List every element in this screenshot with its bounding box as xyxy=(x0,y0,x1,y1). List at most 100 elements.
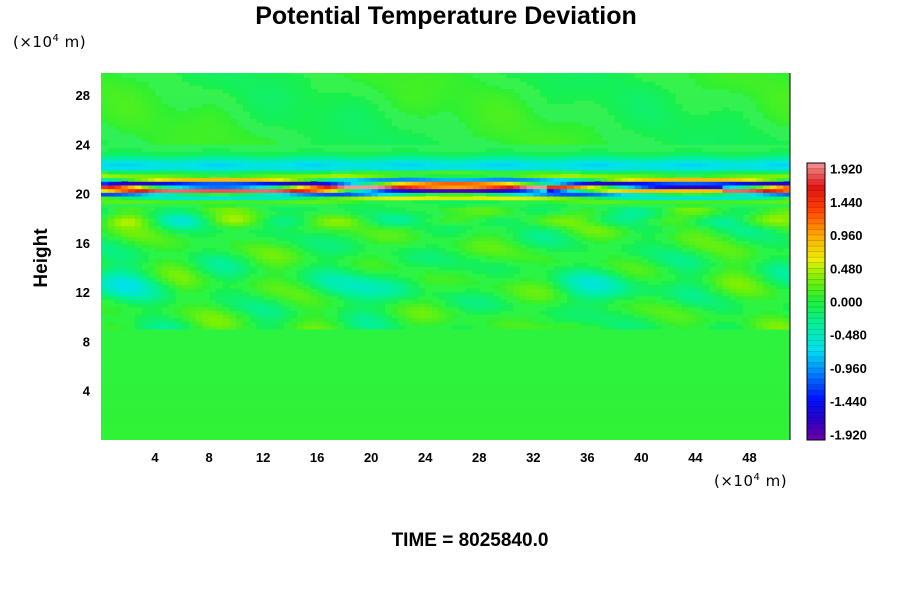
heatmap-cell xyxy=(377,162,386,167)
heatmap-cell xyxy=(283,92,291,97)
heatmap-cell xyxy=(526,140,534,145)
heatmap-cell xyxy=(708,133,717,138)
heatmap-cell xyxy=(114,111,122,116)
heatmap-cell xyxy=(188,173,196,179)
heatmap-cell xyxy=(148,100,156,105)
heatmap-cell xyxy=(513,103,521,108)
heatmap-cell xyxy=(546,277,554,282)
heatmap-cell xyxy=(621,114,629,119)
heatmap-cell xyxy=(269,151,278,156)
heatmap-cell xyxy=(431,185,440,190)
heatmap-cell xyxy=(425,273,433,278)
heatmap-cell xyxy=(344,225,352,230)
heatmap-cell xyxy=(168,122,176,127)
heatmap-cell xyxy=(756,214,764,219)
heatmap-cell xyxy=(317,173,325,179)
heatmap-cell xyxy=(675,321,683,326)
heatmap-cell xyxy=(486,114,494,119)
heatmap-cell xyxy=(668,318,676,323)
heatmap-cell xyxy=(175,318,183,323)
heatmap-cell xyxy=(310,114,318,119)
heatmap-cell xyxy=(236,214,244,219)
heatmap-cell xyxy=(161,118,169,123)
heatmap-cell xyxy=(411,181,419,186)
heatmap-cell xyxy=(384,318,392,323)
heatmap-cell xyxy=(236,277,244,282)
heatmap-cell xyxy=(472,233,480,238)
heatmap-cell xyxy=(607,196,615,201)
heatmap-cell xyxy=(398,148,406,153)
heatmap-cell xyxy=(648,207,656,212)
heatmap-cell xyxy=(567,218,575,223)
heatmap-cell xyxy=(236,207,244,212)
heatmap-cell xyxy=(445,192,453,197)
heatmap-cell xyxy=(242,155,250,160)
heatmap-cell xyxy=(648,225,656,230)
heatmap-cell xyxy=(587,270,595,275)
heatmap-cell xyxy=(621,103,629,108)
heatmap-cell xyxy=(371,218,379,223)
heatmap-cell xyxy=(330,247,338,252)
heatmap-cell xyxy=(276,96,284,101)
heatmap-cell xyxy=(155,247,163,252)
heatmap-cell xyxy=(668,306,676,312)
heatmap-cell xyxy=(607,170,615,175)
heatmap-cell xyxy=(175,207,183,212)
heatmap-cell xyxy=(668,321,676,326)
heatmap-cell xyxy=(506,166,514,171)
heatmap-cell xyxy=(567,181,575,186)
heatmap-cell xyxy=(209,210,217,216)
heatmap-cell xyxy=(371,318,379,323)
heatmap-cell xyxy=(391,151,399,156)
heatmap-cell xyxy=(364,266,372,271)
heatmap-cell xyxy=(229,273,237,278)
heatmap-cell xyxy=(242,92,250,97)
heatmap-cell xyxy=(594,225,602,230)
heatmap-cell xyxy=(540,288,548,293)
heatmap-cell xyxy=(668,214,676,219)
heatmap-cell xyxy=(452,233,460,238)
heatmap-cell xyxy=(594,288,602,293)
heatmap-cell xyxy=(729,111,737,116)
heatmap-cell xyxy=(769,185,777,190)
heatmap-cell xyxy=(337,100,345,105)
heatmap-cell xyxy=(445,173,453,179)
heatmap-cell xyxy=(188,162,196,167)
heatmap-cell xyxy=(256,318,264,323)
heatmap-cell xyxy=(276,222,284,227)
heatmap-cell xyxy=(560,100,568,105)
heatmap-cell xyxy=(634,318,642,323)
heatmap-cell xyxy=(729,277,737,282)
heatmap-cell xyxy=(107,196,115,201)
heatmap-cell xyxy=(573,188,581,193)
heatmap-cell xyxy=(404,140,413,145)
heatmap-cell xyxy=(202,218,210,223)
heatmap-cell xyxy=(675,111,683,116)
heatmap-cell xyxy=(519,125,527,131)
heatmap-cell xyxy=(357,233,365,238)
heatmap-cell xyxy=(735,185,744,190)
heatmap-cell xyxy=(742,196,750,201)
heatmap-cell xyxy=(290,225,298,230)
heatmap-cell xyxy=(317,129,325,134)
heatmap-cell xyxy=(627,173,636,179)
heatmap-cell xyxy=(553,295,561,300)
heatmap-cell xyxy=(675,262,683,267)
heatmap-cell xyxy=(222,321,230,326)
heatmap-cell xyxy=(627,107,636,112)
heatmap-cell xyxy=(384,273,392,278)
heatmap-cell xyxy=(641,129,649,134)
heatmap-cell xyxy=(776,166,784,171)
heatmap-cell xyxy=(155,281,163,286)
heatmap-cell xyxy=(310,218,318,223)
heatmap-cell xyxy=(425,103,433,108)
heatmap-cell xyxy=(391,222,399,227)
heatmap-cell xyxy=(776,155,784,160)
heatmap-cell xyxy=(384,240,392,245)
heatmap-cell xyxy=(580,266,588,271)
heatmap-cell xyxy=(242,103,250,108)
heatmap-cell xyxy=(513,122,521,127)
heatmap-cell xyxy=(722,262,730,267)
heatmap-cell xyxy=(269,318,278,323)
heatmap-cell xyxy=(398,151,406,156)
